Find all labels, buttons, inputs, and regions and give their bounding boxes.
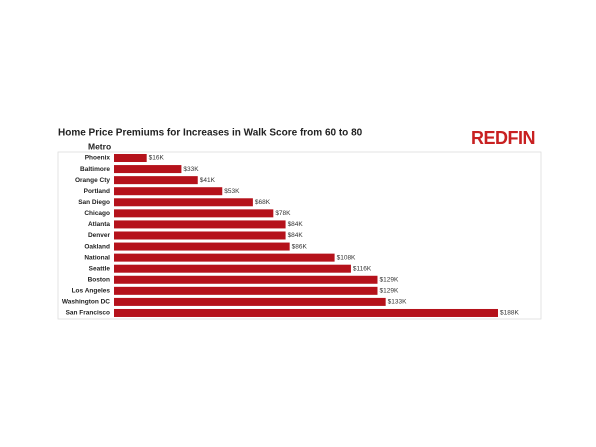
value-label: $78K — [275, 210, 291, 217]
value-label: $129K — [379, 288, 398, 295]
category-label: Atlanta — [88, 221, 110, 228]
bar — [114, 297, 386, 306]
category-label: Chicago — [84, 210, 110, 217]
bar — [114, 264, 351, 273]
value-label: $33K — [183, 166, 199, 173]
value-label: $116K — [353, 265, 372, 272]
category-label: San Francisco — [66, 310, 110, 317]
bar — [114, 253, 335, 262]
category-axis-label: Metro — [88, 141, 111, 151]
category-label: Oakland — [84, 243, 110, 250]
brand-logo: REDFIN — [471, 128, 535, 148]
category-label: Orange Cty — [75, 177, 110, 184]
value-label: $16K — [149, 155, 165, 162]
bar — [114, 286, 378, 295]
value-label: $68K — [255, 199, 271, 206]
value-label: $108K — [337, 254, 356, 261]
category-label: Phoenix — [85, 155, 111, 162]
bar — [114, 209, 274, 218]
category-label: Denver — [88, 232, 111, 239]
bar — [114, 154, 147, 162]
value-label: $129K — [379, 276, 398, 283]
chart-title: Home Price Premiums for Increases in Wal… — [58, 128, 363, 139]
category-label: Los Angeles — [72, 288, 111, 295]
value-label: $133K — [388, 299, 407, 306]
bar — [114, 187, 223, 196]
value-label: $188K — [500, 310, 519, 317]
bar — [114, 220, 286, 229]
bar — [114, 242, 290, 251]
value-label: $84K — [288, 232, 304, 239]
category-label: National — [84, 254, 110, 261]
value-label: $84K — [288, 221, 304, 228]
bar — [114, 275, 378, 284]
value-label: $53K — [224, 188, 240, 195]
category-label: Baltimore — [80, 166, 110, 173]
plot-frame — [57, 151, 542, 320]
bar — [114, 231, 286, 240]
category-label: Washington DC — [62, 299, 110, 306]
category-label: Portland — [84, 188, 110, 195]
value-label: $86K — [292, 243, 308, 250]
value-label: $41K — [200, 177, 216, 184]
category-label: San Diego — [78, 199, 110, 206]
category-label: Seattle — [89, 265, 111, 272]
bar — [114, 165, 182, 174]
category-label: Boston — [88, 276, 110, 283]
bar — [114, 308, 498, 317]
bar — [114, 198, 253, 207]
bar — [114, 176, 198, 185]
